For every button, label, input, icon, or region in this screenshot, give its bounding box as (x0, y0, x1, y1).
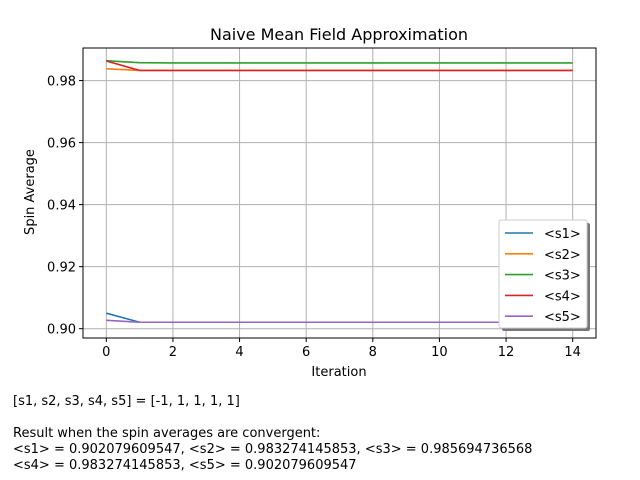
caption-initial-spins: [s1, s2, s3, s4, s5] = [-1, 1, 1, 1, 1] (13, 394, 240, 409)
y-tick-label: 0.90 (47, 323, 76, 338)
chart-title: Naive Mean Field Approximation (210, 25, 468, 44)
y-tick-label: 0.94 (47, 199, 76, 214)
caption-result-values-2: <s4> = 0.983274145853, <s5> = 0.90207960… (13, 458, 357, 473)
plot-frame (82, 47, 597, 339)
caption-result-heading: Result when the spin averages are conver… (13, 426, 321, 441)
x-tick-label: 12 (498, 345, 515, 360)
series-line-s3 (106, 59, 573, 64)
y-tick-label: 0.92 (47, 261, 76, 276)
x-tick-label: 8 (369, 345, 377, 360)
y-axis-label: Spin Average (23, 149, 38, 235)
x-tick-label: 4 (235, 345, 243, 360)
x-tick-label: 6 (302, 345, 310, 360)
legend-label-s3: <s3> (544, 269, 581, 284)
y-tick-label: 0.98 (47, 75, 76, 90)
x-tick-label: 2 (169, 345, 177, 360)
legend-label-s1: <s1> (544, 227, 581, 242)
line-chart: Naive Mean Field Approximation Iteration… (23, 25, 597, 380)
series-line-s5 (106, 319, 573, 324)
x-tick-label: 10 (431, 345, 448, 360)
legend-label-s4: <s4> (544, 289, 581, 304)
legend-label-s5: <s5> (544, 310, 581, 325)
x-tick-label: 14 (564, 345, 581, 360)
series-line-s4 (106, 60, 573, 72)
x-tick-label: 0 (102, 345, 110, 360)
caption-result-values-1: <s1> = 0.902079609547, <s2> = 0.98327414… (13, 442, 533, 457)
legend-box (498, 219, 588, 329)
x-axis-label: Iteration (311, 365, 366, 380)
y-tick-label: 0.96 (47, 137, 76, 152)
legend-label-s2: <s2> (544, 248, 581, 263)
